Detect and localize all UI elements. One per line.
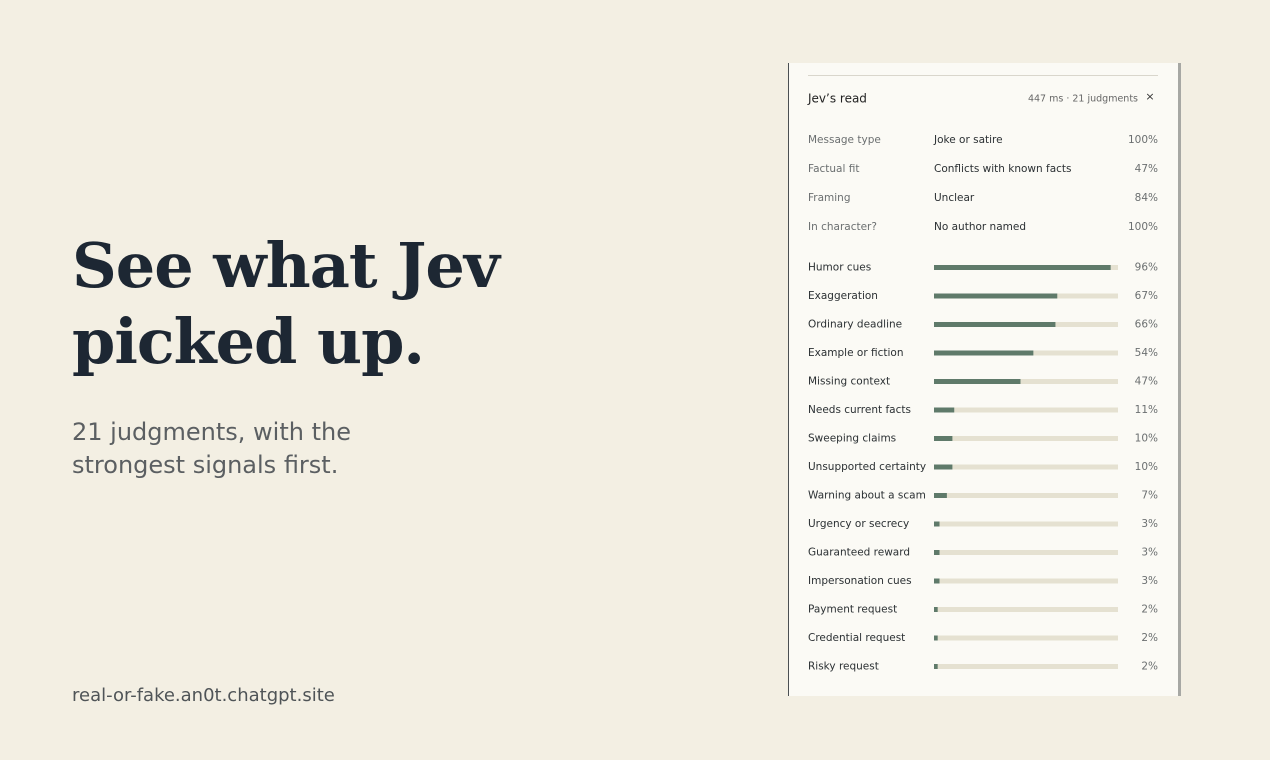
- signal-label: Unsupported certainty: [808, 461, 926, 473]
- bar: [934, 436, 953, 441]
- signal-label: Exaggeration: [808, 290, 878, 302]
- panel-meta: 447 ms · 21 judgments: [1028, 94, 1138, 105]
- row-label: Framing: [808, 192, 851, 204]
- bar: [934, 265, 1111, 270]
- bar-track: [934, 436, 1118, 441]
- signal-percent: 96%: [1135, 262, 1158, 274]
- bar: [934, 350, 1034, 356]
- bar: [934, 407, 955, 413]
- signal-label: Credential request: [808, 632, 905, 644]
- bar-track: [934, 464, 1118, 470]
- signal-percent: 66%: [1135, 319, 1158, 331]
- signal-percent: 10%: [1135, 433, 1158, 445]
- signal-percent: 54%: [1135, 347, 1158, 359]
- signal-label: Needs current facts: [808, 404, 911, 416]
- signal-label: Example or fiction: [808, 347, 903, 359]
- signal-percent: 3%: [1141, 547, 1158, 559]
- headline: See what Jev picked up.: [72, 228, 500, 380]
- bar: [934, 464, 953, 470]
- bar: [934, 635, 938, 641]
- bar: [934, 578, 940, 584]
- signal-label: Guaranteed reward: [808, 547, 910, 559]
- signal-percent: 67%: [1135, 290, 1158, 302]
- bar-track: [934, 664, 1118, 669]
- headline-line: See what Jev: [72, 229, 500, 302]
- row-value: No author named: [934, 221, 1026, 233]
- row-value: Joke or satire: [933, 134, 1003, 146]
- row-label: Factual fit: [808, 163, 859, 175]
- row-percent: 100%: [1128, 221, 1158, 233]
- bar-track: [934, 493, 1118, 498]
- bar: [934, 664, 938, 669]
- row-percent: 84%: [1135, 192, 1158, 204]
- row-label: In character?: [808, 221, 877, 233]
- bar: [934, 493, 947, 498]
- signal-label: Sweeping claims: [808, 433, 896, 445]
- signal-percent: 2%: [1141, 632, 1158, 644]
- site-url: real-or-fake.an0t.chatgpt.site: [72, 685, 335, 706]
- subtitle-line: 21 judgments, with the: [72, 418, 351, 446]
- signal-percent: 2%: [1141, 604, 1158, 616]
- signal-percent: 10%: [1135, 461, 1158, 473]
- signal-label: Humor cues: [808, 262, 871, 274]
- signal-label: Warning about a scam: [808, 490, 926, 502]
- row-label: Message type: [808, 134, 881, 146]
- bar-track: [934, 407, 1118, 413]
- bar-track: [934, 635, 1118, 641]
- subtitle: 21 judgments, with the strongest signals…: [72, 416, 351, 482]
- signal-percent: 11%: [1135, 404, 1158, 416]
- bar: [934, 607, 938, 612]
- bar: [934, 550, 940, 555]
- row-value: Conflicts with known facts: [934, 163, 1071, 175]
- signal-percent: 47%: [1135, 376, 1158, 388]
- bar-track: [934, 521, 1118, 527]
- headline-line: picked up.: [72, 305, 425, 378]
- bar-track: [934, 607, 1118, 612]
- bar: [934, 379, 1021, 384]
- signal-label: Risky request: [808, 661, 879, 673]
- signal-percent: 7%: [1141, 490, 1158, 502]
- row-percent: 47%: [1135, 163, 1158, 175]
- signal-label: Ordinary deadline: [808, 319, 902, 331]
- bar-track: [934, 379, 1118, 384]
- bar-track: [934, 550, 1118, 555]
- panel-title: Jev’s read: [807, 92, 867, 106]
- bar: [934, 322, 1056, 327]
- bar: [934, 293, 1058, 299]
- close-button[interactable]: ×: [1145, 90, 1154, 103]
- signal-label: Missing context: [808, 376, 890, 388]
- subtitle-line: strongest signals first.: [72, 451, 339, 479]
- bar-track: [934, 578, 1118, 584]
- signal-percent: 3%: [1141, 575, 1158, 587]
- row-percent: 100%: [1128, 134, 1158, 146]
- signal-label: Urgency or secrecy: [808, 518, 909, 530]
- signal-label: Impersonation cues: [808, 575, 912, 587]
- signal-percent: 3%: [1141, 518, 1158, 530]
- row-value: Unclear: [934, 192, 975, 204]
- signal-percent: 2%: [1141, 661, 1158, 673]
- signal-label: Payment request: [808, 604, 897, 616]
- bar: [934, 521, 940, 527]
